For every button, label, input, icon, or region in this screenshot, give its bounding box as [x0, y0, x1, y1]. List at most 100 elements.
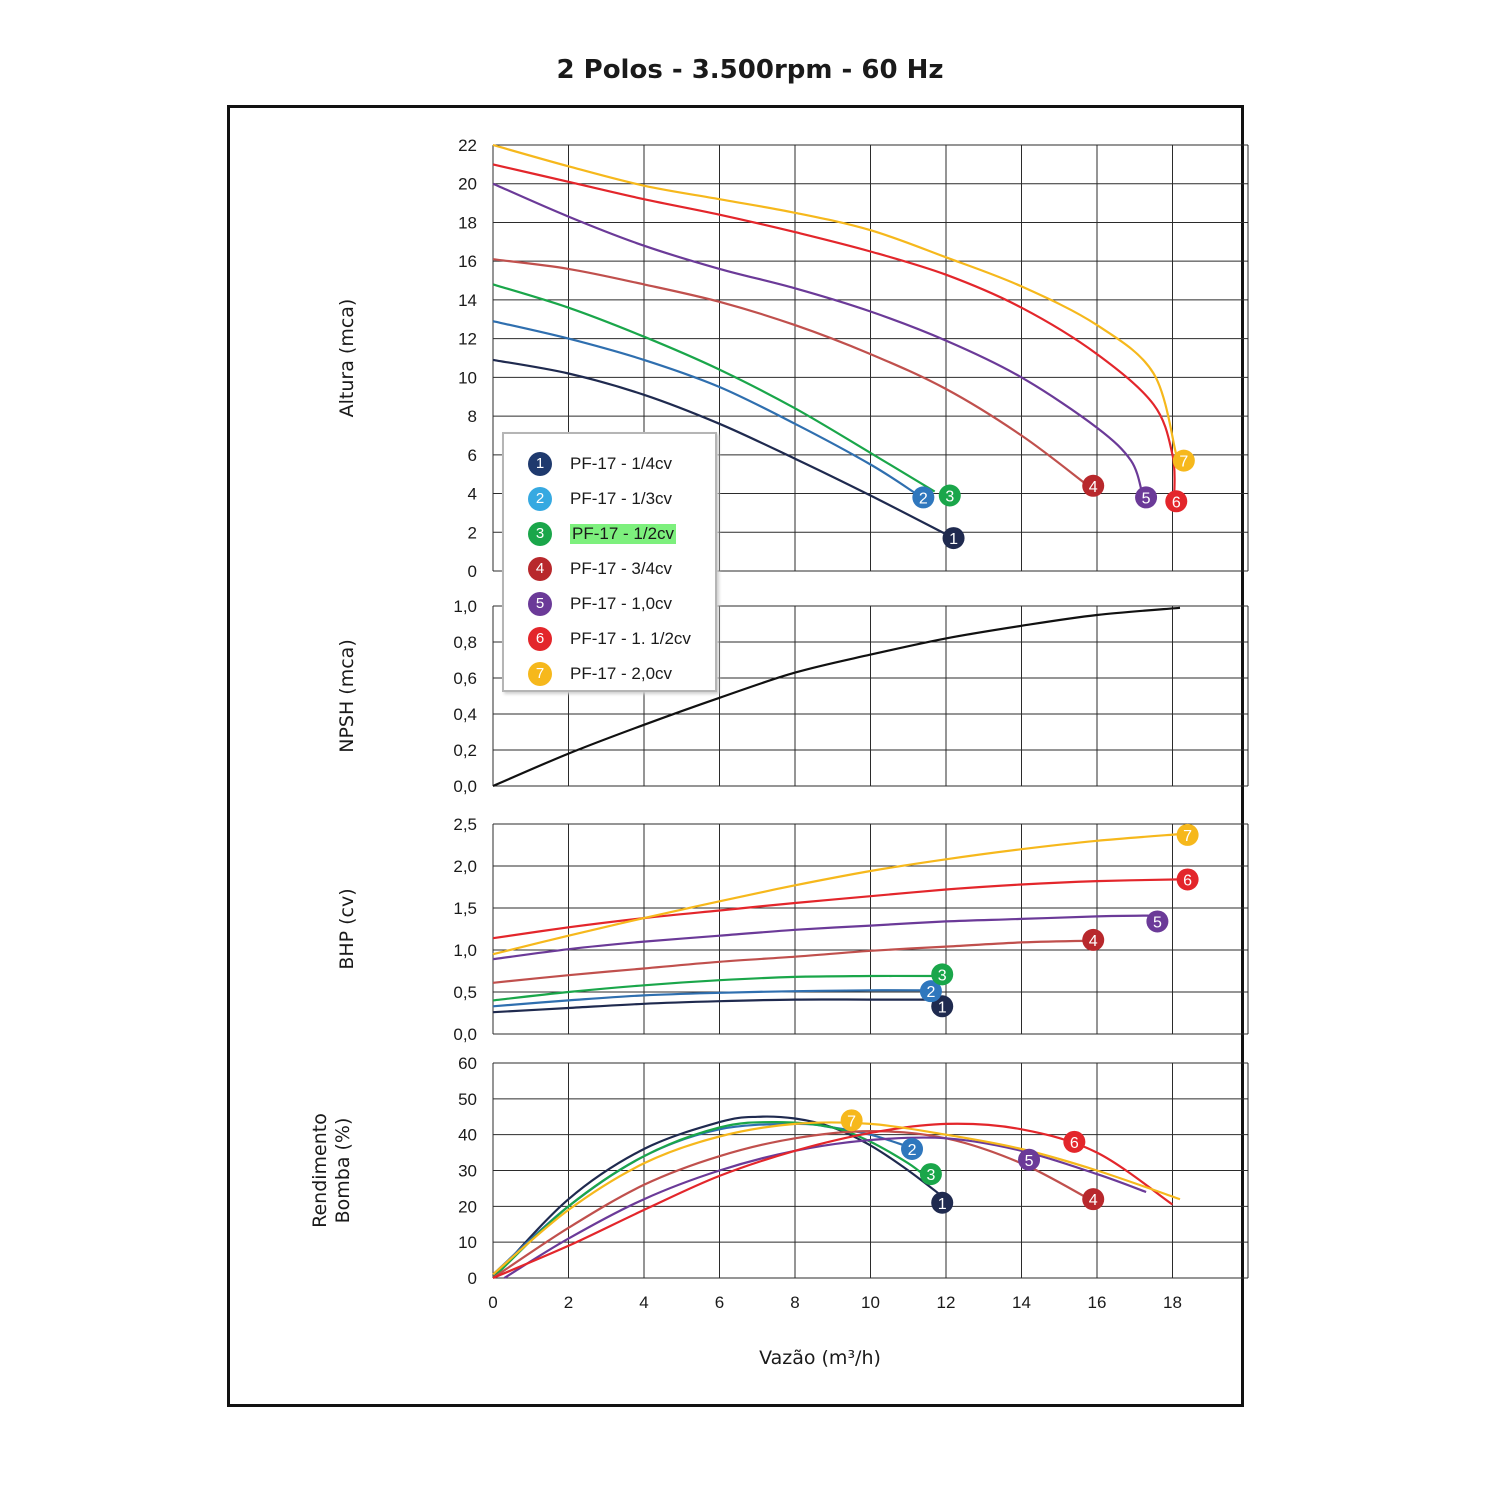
- panel-4-marker-6: [1063, 1130, 1086, 1153]
- panel-4-marker-label-4: 4: [1089, 1192, 1098, 1209]
- panel-1-series-1-line: [492, 358, 947, 536]
- legend-item-6: 6 PF-17 - 1. 1/2cv: [504, 621, 715, 656]
- panel-4-series-5-line: [503, 1136, 1147, 1279]
- panel-2-y-tick: 0,8: [453, 633, 477, 652]
- panel-3-marker-3: [931, 963, 954, 986]
- legend: 1 PF-17 - 1/4cv 2 PF-17 - 1/3cv 3 PF-17 …: [502, 432, 717, 692]
- panel-1-marker-label-6: 6: [1172, 494, 1181, 511]
- panel-2-y-tick: 1,0: [453, 597, 477, 616]
- legend-label-6: PF-17 - 1. 1/2cv: [570, 628, 691, 648]
- panel-1-y-tick: 22: [458, 136, 477, 155]
- panel-3-marker-label-7: 7: [1183, 828, 1192, 845]
- panel-1-marker-label-3: 3: [945, 488, 954, 505]
- legend-marker-2: 2: [528, 486, 552, 511]
- panel-4-marker-label-5: 5: [1025, 1153, 1034, 1170]
- panel-1-y-tick: 16: [458, 252, 477, 271]
- panel-1-marker-7: [1172, 449, 1195, 472]
- panel-1-marker-4: [1082, 474, 1105, 497]
- legend-label-3: PF-17 - 1/2cv: [570, 523, 677, 544]
- panel-4-y-label: RendimentoBomba (%): [309, 1113, 354, 1228]
- legend-label-4: PF-17 - 3/4cv: [570, 558, 673, 578]
- panel-4-series-1-line: [492, 1115, 947, 1279]
- x-tick: 12: [937, 1293, 956, 1312]
- panel-4-y-tick: 20: [458, 1197, 477, 1216]
- panel-2-y-label: NPSH (mca): [336, 639, 358, 752]
- x-tick: 18: [1163, 1293, 1182, 1312]
- legend-marker-4: 4: [528, 556, 552, 581]
- panel-1-marker-1: [942, 527, 965, 550]
- legend-label-1: PF-17 - 1/4cv: [570, 453, 673, 473]
- legend-item-1: 1 PF-17 - 1/4cv: [504, 446, 715, 481]
- panel-3-y-tick: 0,5: [453, 983, 477, 1002]
- panel-1-y-label: Altura (mca): [336, 299, 358, 418]
- panel-1-marker-2: [912, 486, 935, 509]
- panel-2-series-npsh-line: [492, 606, 1181, 788]
- panel-3-y-label: BHP (cv): [336, 888, 358, 969]
- x-tick: 16: [1088, 1293, 1107, 1312]
- x-tick: 6: [715, 1293, 724, 1312]
- panel-4-marker-7: [840, 1109, 863, 1132]
- chart-title: 2 Polos - 3.500rpm - 60 Hz: [556, 55, 944, 85]
- legend-label-2: PF-17 - 1/3cv: [570, 488, 673, 508]
- panel-3-y-tick: 2,5: [453, 815, 477, 834]
- panel-3-y-tick: 2,0: [453, 857, 477, 876]
- panel-4-marker-label-7: 7: [847, 1113, 856, 1130]
- panel-1-y-tick: 14: [458, 291, 477, 310]
- panel-1-marker-6: [1165, 490, 1188, 513]
- panel-3-marker-6: [1176, 868, 1199, 891]
- panel-1-series-2-line: [492, 320, 917, 495]
- x-tick: 14: [1012, 1293, 1031, 1312]
- panel-3-series-5-line: [492, 914, 1150, 961]
- panel-3-series-4-line: [492, 939, 1090, 984]
- panel-4-y-tick: 10: [458, 1233, 477, 1252]
- panel-4-marker-1: [931, 1191, 954, 1214]
- legend-marker-1: 1: [528, 451, 552, 476]
- panel-3-marker-label-2: 2: [926, 984, 935, 1001]
- legend-label-5: PF-17 - 1,0cv: [570, 593, 673, 613]
- panel-1-y-tick: 0: [468, 562, 477, 581]
- panel-4-marker-3: [919, 1163, 942, 1186]
- legend-marker-3: 3: [528, 521, 552, 546]
- panel-1-marker-5: [1135, 486, 1158, 509]
- panel-4-y-tick: 50: [458, 1090, 477, 1109]
- panel-2-y-tick: 0,0: [453, 777, 477, 796]
- panel-4-marker-5: [1018, 1148, 1041, 1171]
- panel-4-y-tick: 30: [458, 1162, 477, 1181]
- panel-1-marker-label-7: 7: [1179, 454, 1188, 471]
- x-tick: 4: [639, 1293, 648, 1312]
- legend-marker-5: 5: [528, 591, 552, 616]
- panel-3-y-tick: 1,5: [453, 899, 477, 918]
- panel-3-series-3-line: [492, 974, 939, 1002]
- panel-4-y-tick: 60: [458, 1054, 477, 1073]
- panel-3-series-6-line: [492, 878, 1181, 940]
- panel-1-marker-3: [938, 484, 961, 507]
- panel-2-y-tick: 0,2: [453, 741, 477, 760]
- panel-1-y-tick: 20: [458, 175, 477, 194]
- panel-3-y-tick: 0,0: [453, 1025, 477, 1044]
- panel-4-marker-label-1: 1: [938, 1196, 947, 1213]
- legend-item-5: 5 PF-17 - 1,0cv: [504, 586, 715, 621]
- panel-4-marker-label-2: 2: [908, 1142, 917, 1159]
- panel-3-y-tick: 1,0: [453, 941, 477, 960]
- panel-4-marker-label-3: 3: [926, 1167, 935, 1184]
- panel-1-series-4-line: [492, 258, 1087, 485]
- panel-1-y-tick: 8: [468, 407, 477, 426]
- panel-3-marker-label-1: 1: [938, 999, 947, 1016]
- panel-1-y-tick: 4: [468, 485, 477, 504]
- legend-item-2: 2 PF-17 - 1/3cv: [504, 481, 715, 516]
- legend-marker-7: 7: [528, 661, 552, 686]
- panel-4-series-6-line: [492, 1122, 1174, 1280]
- panel-1-marker-label-5: 5: [1142, 490, 1151, 507]
- panel-1-series-6-line: [492, 163, 1176, 494]
- panel-1-y-tick: 6: [468, 446, 477, 465]
- panel-1-marker-label-1: 1: [949, 531, 958, 548]
- x-axis-label: Vazão (m³/h): [759, 1347, 881, 1369]
- panel-4-marker-4: [1082, 1188, 1105, 1211]
- panel-4-series-4-line: [492, 1129, 1091, 1279]
- legend-item-7: 7 PF-17 - 2,0cv: [504, 656, 715, 691]
- legend-item-4: 4 PF-17 - 3/4cv: [504, 551, 715, 586]
- panel-2-y-tick: 0,6: [453, 669, 477, 688]
- panel-4-marker-label-6: 6: [1070, 1135, 1079, 1152]
- panel-3-marker-label-4: 4: [1089, 933, 1098, 950]
